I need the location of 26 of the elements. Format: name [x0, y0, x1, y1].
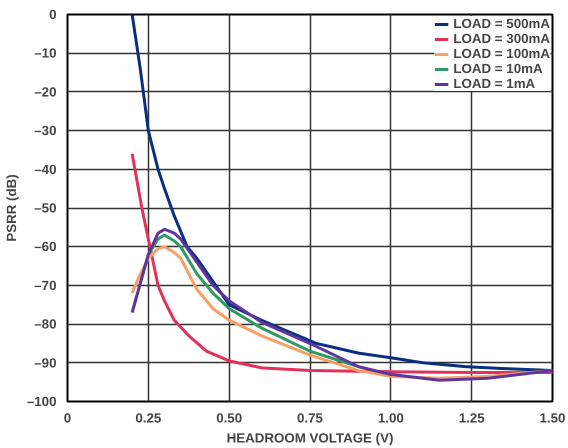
y-tick-label: 0 — [49, 7, 57, 22]
x-tick-label: 0.25 — [135, 410, 162, 426]
y-tick-label: –10 — [34, 46, 57, 61]
legend-label: LOAD = 10mA — [453, 61, 543, 76]
legend-label: LOAD = 300mA — [453, 31, 550, 46]
legend-label: LOAD = 500mA — [453, 16, 550, 31]
x-tick-label: 1.50 — [540, 410, 566, 426]
legend-label: LOAD = 1mA — [453, 76, 536, 91]
x-tick-label: 0 — [64, 410, 72, 426]
y-tick-label: –60 — [34, 239, 57, 254]
x-tick-label: 0.50 — [216, 410, 242, 426]
x-axis-title: HEADROOM VOLTAGE (V) — [226, 430, 394, 446]
y-tick-label: –40 — [34, 162, 57, 177]
line-series — [130, 14, 552, 372]
x-tick-label: 1.00 — [378, 410, 404, 426]
y-tick-label: –80 — [34, 316, 57, 332]
y-axis-title: PSRR (dB) — [4, 174, 19, 242]
y-tick-label: –30 — [34, 123, 57, 138]
y-tick-label: –100 — [26, 394, 57, 409]
legend-label: LOAD = 100mA — [453, 46, 550, 61]
x-tick-label: 0.75 — [297, 410, 324, 426]
y-tick-label: –50 — [34, 200, 57, 216]
x-tick-label: 1.25 — [458, 410, 486, 426]
y-tick-label: –90 — [34, 355, 57, 370]
y-tick-label: –20 — [34, 84, 57, 100]
y-tick-label: –70 — [34, 278, 57, 293]
